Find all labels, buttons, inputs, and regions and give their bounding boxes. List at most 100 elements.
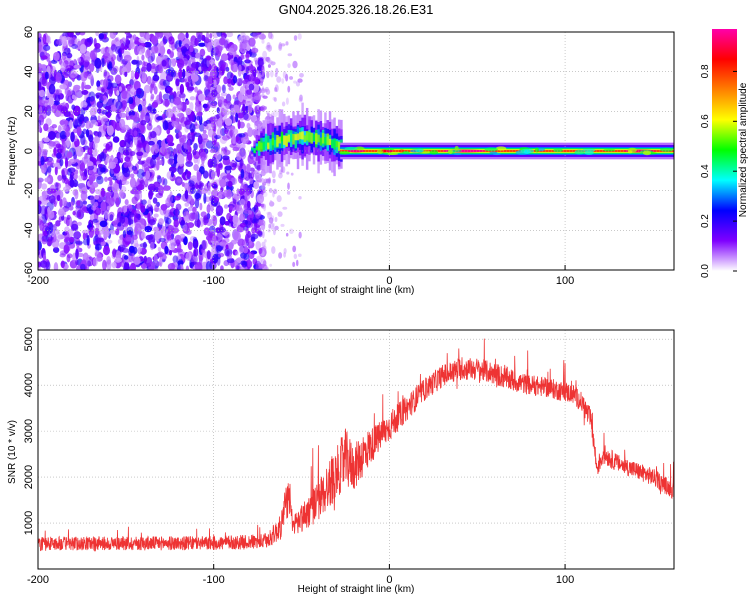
spectrogram-cell — [210, 121, 215, 128]
spectrogram-cell — [100, 47, 108, 55]
spectrogram-cell — [118, 179, 122, 191]
spectrogram-cell — [134, 223, 142, 234]
spectrogram-cell — [278, 43, 283, 52]
spectrogram-cell — [289, 76, 294, 80]
spectrogram-cell — [224, 221, 230, 226]
spectrogram-cell — [162, 120, 169, 131]
spectrogram-cell — [228, 86, 234, 91]
spectrogram-cell — [281, 78, 285, 84]
spectrogram-cell — [192, 81, 196, 86]
spectrogram-cell — [79, 43, 87, 54]
spectrogram-cell — [129, 114, 135, 120]
spectrogram-cell — [111, 182, 120, 194]
spectrogram-cell — [168, 58, 176, 68]
spectrogram-cell — [253, 150, 256, 154]
spectrogram-cell — [274, 87, 278, 92]
spectrogram-cell — [182, 224, 188, 232]
spectrogram-cell — [98, 237, 105, 243]
spectrogram-cell — [282, 206, 288, 210]
spectrogram-cell — [149, 113, 154, 121]
spectrogram-cell — [642, 150, 652, 156]
spectrogram-cell — [247, 258, 251, 268]
spectrogram-cell — [148, 234, 156, 246]
spectrogram-cell — [260, 87, 266, 94]
spectrogram-cell — [268, 187, 273, 193]
spectrogram-cell — [94, 227, 100, 236]
spectrogram-cell — [174, 195, 181, 201]
spectrogram-cell — [216, 107, 220, 114]
spectrogram-cell — [317, 134, 320, 143]
snr-y-label: SNR (10 * v/v) — [7, 420, 18, 484]
spectrogram-cell — [89, 50, 96, 60]
spectrogram-cell — [56, 194, 61, 202]
spectrogram-cell — [104, 105, 112, 110]
spectrogram-cell — [115, 113, 121, 124]
spectrogram-cell — [68, 228, 74, 238]
spectrogram-cell — [125, 106, 130, 117]
spectrogram-cell — [121, 102, 127, 111]
spectrogram-cell — [210, 170, 215, 179]
spectrogram-cell — [328, 138, 332, 146]
spectrogram-cell — [41, 238, 47, 245]
spectrogram-cell — [236, 155, 242, 161]
spectrogram-cell — [103, 69, 108, 77]
spectrogram-cell — [162, 35, 167, 45]
spectrogram-cell — [296, 133, 300, 141]
spectrogram-cell — [267, 135, 270, 149]
spectrogram-cell — [124, 71, 128, 77]
spectrogram-cell — [148, 189, 153, 200]
spectrogram-cell — [337, 141, 341, 152]
spectrogram-cell — [49, 222, 54, 233]
spectrogram-cell — [97, 115, 101, 123]
spectrogram-cell — [175, 248, 183, 253]
spectrogram-cell — [260, 203, 265, 208]
spectrogram-cell — [38, 89, 46, 98]
spectrogram-cell — [627, 150, 633, 154]
spectrogram-cell — [40, 55, 48, 60]
spectrogram-cell — [235, 264, 241, 270]
spectrogram-cell — [116, 53, 124, 62]
spectrogram-cell — [66, 151, 73, 159]
spectrogram-cell — [139, 32, 145, 38]
colorbar-tick-label: 0.4 — [700, 164, 711, 178]
spectrogram-cell — [153, 63, 159, 70]
spectrogram-cell — [115, 171, 124, 181]
spectrogram-cell — [243, 113, 249, 120]
spectrogram-cell — [176, 178, 182, 183]
spectrogram-cell — [252, 258, 258, 265]
spectrogram-cell — [453, 152, 462, 156]
spectrogram-cell — [454, 145, 459, 151]
spectrogram-cell — [196, 171, 202, 182]
spectrogram-cell — [209, 116, 216, 125]
spectrogram-cell — [203, 120, 208, 127]
spectrogram-cell — [178, 93, 186, 99]
spectrogram-cell — [107, 61, 113, 71]
spectrogram-cell — [183, 120, 191, 126]
spectrogram-cell — [171, 120, 179, 128]
spectrogram-cell — [38, 213, 43, 219]
spectrogram-cell — [128, 215, 132, 226]
spectrogram-cell — [130, 189, 139, 195]
spectrogram-cell — [118, 86, 122, 92]
spectrogram-cell — [261, 230, 265, 239]
spectrogram-cell — [153, 181, 161, 188]
spectrogram-cell — [72, 189, 78, 196]
spectrogram-cell — [216, 231, 223, 243]
spectrogram-cell — [215, 151, 222, 161]
spectrogram-cell — [262, 181, 267, 186]
spectrogram-cell — [123, 161, 128, 168]
spectrogram-cell — [225, 160, 230, 165]
spectrogram-cell — [326, 133, 329, 145]
snr-panel: -200 -100 0 100 1000 2000 3000 4000 5000 Height … — [7, 327, 675, 595]
spectrogram-cell — [261, 39, 265, 44]
spectrogram-cell — [281, 101, 286, 107]
spectrogram-cell — [138, 191, 143, 201]
spectrogram-cell — [274, 216, 278, 222]
spectrogram-cell — [220, 265, 224, 270]
spectrogram-cell — [285, 41, 289, 46]
spectrogram-cell — [107, 176, 113, 182]
spectrogram-cell — [192, 149, 197, 156]
spectrogram-cell — [195, 52, 201, 60]
spectrogram-cell — [60, 260, 65, 269]
spectrogram-cell — [212, 215, 218, 227]
